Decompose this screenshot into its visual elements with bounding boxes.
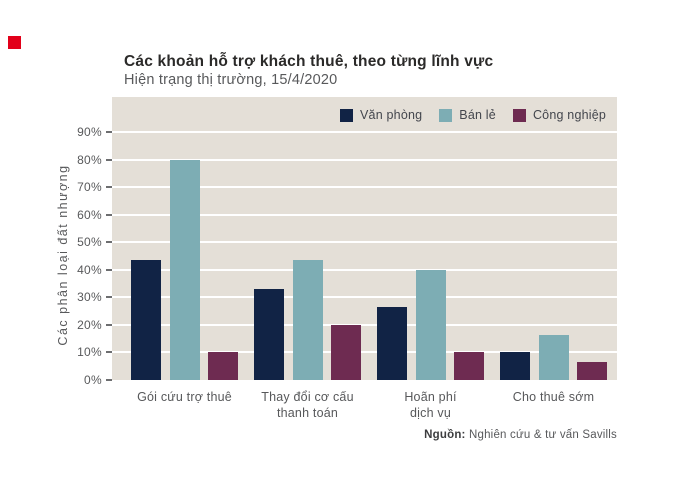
y-tick-50%: 50% bbox=[77, 235, 112, 249]
legend-label: Bán lẻ bbox=[459, 108, 496, 122]
y-tick-mark bbox=[106, 379, 112, 381]
y-tick-mark bbox=[106, 241, 112, 244]
x-axis-labels: Gói cứu trợ thuê Thay đổi cơ cấu thanh to… bbox=[112, 390, 617, 424]
y-tick-mark bbox=[106, 323, 112, 326]
y-tick-label: 20% bbox=[77, 317, 102, 332]
bar-series0-cat3 bbox=[500, 352, 530, 380]
legend-label: Công nghiệp bbox=[532, 108, 607, 122]
plot-area: Văn phòng Bán lẻ Công nghiệp bbox=[112, 97, 617, 380]
y-tick-label: 0% bbox=[84, 373, 102, 387]
bar-series2-cat3 bbox=[577, 362, 607, 380]
y-tick-mark bbox=[106, 351, 112, 354]
bar-series0-cat1 bbox=[254, 289, 284, 380]
y-tick-60%: 60% bbox=[77, 208, 112, 222]
y-tick-80%: 80% bbox=[77, 153, 112, 167]
chart-subtitle: Hiện trạng thị trường, 15/4/2020 bbox=[124, 72, 338, 88]
y-tick-label: 30% bbox=[77, 290, 102, 305]
x-category-label-2: Hoãn phí dịch vụ bbox=[404, 390, 457, 420]
y-tick-40%: 40% bbox=[77, 263, 112, 277]
y-tick-mark bbox=[106, 131, 112, 134]
gridline-40 bbox=[112, 268, 617, 271]
chart-title: Các khoản hỗ trợ khách thuê, theo từng l… bbox=[124, 53, 494, 70]
gridline-80 bbox=[112, 158, 617, 161]
legend-swatch-icon bbox=[340, 108, 353, 122]
y-tick-label: 90% bbox=[77, 125, 102, 140]
gridline-20 bbox=[112, 323, 617, 326]
y-tick-10%: 10% bbox=[77, 345, 112, 359]
y-tick-30%: 30% bbox=[77, 290, 112, 304]
y-tick-label: 10% bbox=[77, 345, 102, 360]
legend: Văn phòng Bán lẻ Công nghiệp bbox=[340, 108, 606, 122]
y-axis-label: Các phân loại đất nhượng bbox=[56, 164, 70, 346]
gridline-10 bbox=[112, 351, 617, 354]
brand-logo-square bbox=[8, 36, 21, 49]
gridline-30 bbox=[112, 296, 617, 299]
y-tick-label: 50% bbox=[77, 235, 102, 250]
gridline-70 bbox=[112, 186, 617, 189]
source-note: Nguồn: Nghiên cứu & tư vấn Savills bbox=[424, 429, 617, 441]
bar-series1-cat3 bbox=[538, 334, 569, 380]
x-category-label-1: Thay đổi cơ cấu thanh toán bbox=[261, 390, 354, 420]
legend-item-0: Văn phòng bbox=[340, 108, 422, 122]
y-tick-mark bbox=[106, 213, 112, 216]
y-tick-0%: 0% bbox=[84, 373, 112, 387]
source-label: Nguồn: bbox=[424, 429, 466, 441]
gridline-50 bbox=[112, 241, 617, 244]
y-tick-mark bbox=[106, 158, 112, 161]
bar-series1-cat0 bbox=[169, 159, 200, 380]
legend-swatch-icon bbox=[439, 108, 453, 122]
x-category-label-0: Gói cứu trợ thuê bbox=[137, 390, 232, 404]
y-tick-mark bbox=[106, 268, 112, 271]
y-tick-70%: 70% bbox=[77, 180, 112, 194]
y-tick-mark bbox=[106, 186, 112, 189]
y-tick-label: 60% bbox=[77, 207, 102, 222]
y-tick-label: 80% bbox=[77, 152, 102, 167]
y-tick-90%: 90% bbox=[77, 125, 112, 139]
bar-series2-cat1 bbox=[331, 324, 361, 380]
bar-series1-cat2 bbox=[415, 269, 446, 380]
bar-series2-cat0 bbox=[208, 352, 238, 380]
y-tick-label: 70% bbox=[77, 180, 102, 195]
y-tick-mark bbox=[106, 296, 112, 299]
legend-item-1: Bán lẻ bbox=[439, 108, 496, 122]
legend-label: Văn phòng bbox=[360, 108, 423, 122]
y-tick-20%: 20% bbox=[77, 318, 112, 332]
source-text: Nghiên cứu & tư vấn Savills bbox=[465, 429, 617, 441]
gridline-90 bbox=[112, 131, 617, 134]
bar-series2-cat2 bbox=[454, 352, 484, 380]
y-tick-label: 40% bbox=[77, 262, 102, 277]
y-axis-ticks: 0% 10% 20% 30% 40% 50% 60% 70% 80% 90% bbox=[56, 97, 112, 387]
legend-swatch-icon bbox=[512, 108, 526, 122]
bar-series1-cat1 bbox=[292, 260, 323, 380]
x-category-label-3: Cho thuê sớm bbox=[512, 390, 595, 404]
bar-series0-cat0 bbox=[131, 260, 161, 380]
gridline-60 bbox=[112, 213, 617, 216]
legend-item-2: Công nghiệp bbox=[512, 108, 607, 122]
bar-series0-cat2 bbox=[377, 307, 407, 380]
